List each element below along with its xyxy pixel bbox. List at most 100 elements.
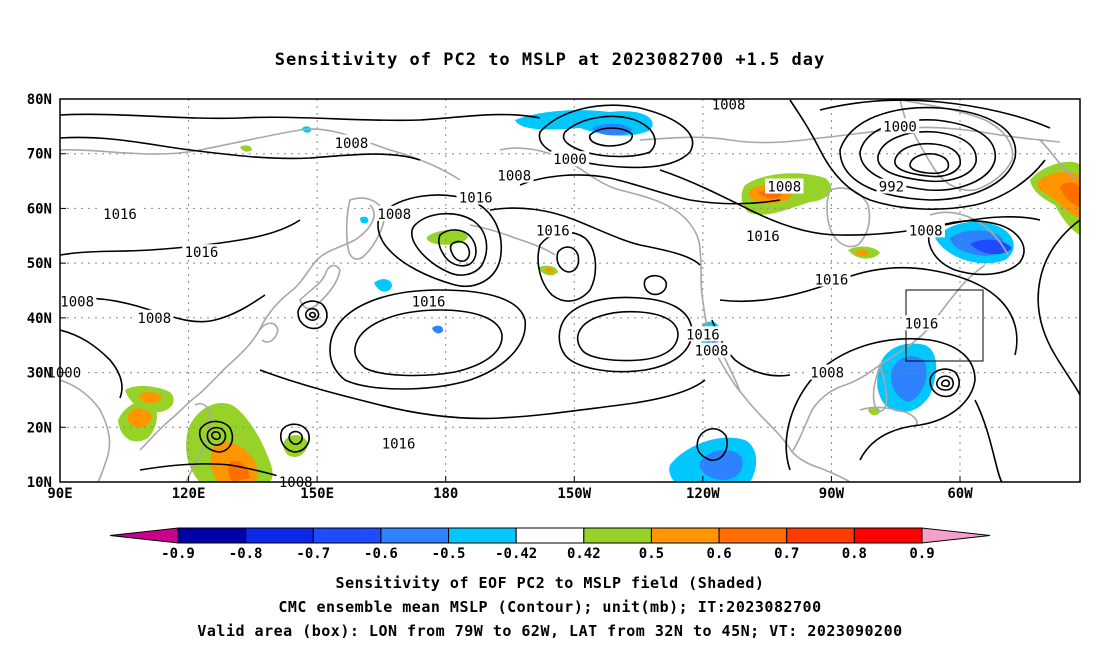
contour-label: 1016 — [382, 437, 416, 453]
contour-label: 1000 — [553, 152, 587, 168]
contour-aleutian-low-2 — [410, 212, 488, 276]
contour-1016-canada — [659, 169, 1041, 236]
contour-label-bg — [550, 151, 590, 167]
colorbar-label: -0.7 — [296, 546, 330, 562]
contour-label: 1008 — [279, 475, 313, 491]
colorbar-high-arrow — [921, 527, 991, 544]
coast-greenland — [898, 99, 1014, 192]
contour-typhoon-3 — [210, 431, 221, 441]
shade-neg-arctic-core — [592, 123, 632, 136]
contour-pacific-high-inner — [354, 309, 503, 377]
colorbar-segment — [312, 527, 382, 544]
contour-label: 1008 — [695, 344, 729, 360]
contour-japan-low-core — [308, 311, 317, 319]
lat-tick-label: 20N — [27, 420, 52, 436]
colorbar-label: -0.8 — [229, 546, 263, 562]
contour-label-bg — [902, 315, 941, 331]
shade-pos-atlantic-ne-red — [1060, 182, 1080, 208]
colorbar-label: -0.42 — [495, 546, 537, 562]
coast-asia-peninsula — [259, 322, 279, 343]
lat-tick-label: 30N — [27, 366, 52, 382]
colorbar-segment — [448, 527, 517, 544]
shade-pos-pacific-small-orange — [545, 268, 553, 273]
contour-atlantic-low-3 — [940, 379, 951, 388]
lon-tick-label: 90W — [819, 486, 845, 502]
shade-neg-atlantic-core — [890, 356, 927, 402]
contour-japan-low-outer — [297, 300, 328, 330]
contour-typhoon-1 — [198, 420, 234, 453]
footer-line-3: Valid area (box): LON from 79W to 62W, L… — [197, 622, 903, 640]
contour-atlantic-low-2 — [936, 375, 954, 391]
shade-pos-arctic-small — [240, 145, 252, 152]
colorbar-label: 0.5 — [639, 546, 664, 562]
contour-label: 1008 — [712, 97, 746, 113]
contour-label-bg — [692, 342, 731, 358]
map-frame — [59, 98, 1081, 483]
shade-neg-pacific-small1 — [374, 279, 392, 292]
shade-pos-southchina-orange — [139, 391, 162, 404]
contour-pacific-high-outer — [329, 289, 526, 390]
shade-neg-pacific-small2 — [432, 325, 444, 334]
contour-label: 1016 — [746, 229, 780, 245]
contour-label: 1008 — [60, 294, 94, 310]
colorbar-segment — [786, 527, 855, 544]
lon-tick-label: 150W — [557, 486, 591, 502]
colorbar-segment — [177, 527, 247, 544]
contour-aleutian-low-outer — [377, 194, 502, 287]
coast-japan — [299, 264, 341, 310]
lon-tick-label: 180 — [433, 486, 458, 502]
contour-1016-nepacific — [489, 207, 701, 266]
contour-1016-atlantic-east — [1037, 219, 1080, 396]
coast-gulf — [791, 264, 986, 453]
contour-label: 1008 — [497, 169, 531, 185]
contour-na-1016 — [719, 266, 1018, 356]
coast-europe — [1039, 139, 1080, 181]
contour-label-bg — [533, 222, 573, 238]
shade-pos-gulf-orange — [855, 250, 869, 256]
colorbar-segment — [718, 527, 788, 544]
contour-label-bg — [409, 293, 448, 309]
coast-alaska — [499, 147, 701, 251]
lat-tick-label: 60N — [27, 201, 52, 217]
contour-east-pacific-low — [696, 428, 728, 461]
contour-1016-asia — [60, 219, 301, 256]
colorbar: -0.9 -0.8 -0.7 -0.6 -0.5 -0.42 0.42 0.5 0.6 0.7 0.… — [109, 527, 991, 562]
contour-label-bg — [135, 309, 174, 325]
coast-kamchatka — [345, 197, 386, 260]
contour-label-bg — [765, 178, 804, 194]
lat-tick-label: 40N — [27, 311, 52, 327]
contour-label: 1000 — [47, 366, 81, 382]
contour-1008-north — [60, 113, 541, 122]
contour-pacific-low-2-inner — [288, 430, 303, 445]
colorbar-label: -0.5 — [432, 546, 466, 562]
contour-1016-north — [60, 136, 421, 161]
colorbar-low-arrow — [109, 527, 179, 544]
contour-label-bg — [709, 96, 748, 112]
contour-gulf-alaska-inner — [556, 246, 580, 273]
colorbar-label: 0.9 — [909, 546, 934, 562]
contour-1008-labrador — [928, 220, 1025, 276]
contour-label: 1016 — [185, 245, 219, 261]
contour-label-bg — [332, 134, 371, 150]
contour-label-bg — [743, 227, 783, 243]
contour-label-bg — [100, 205, 140, 221]
coast-na-west — [699, 249, 793, 453]
colorbar-label: -0.9 — [161, 546, 195, 562]
contour-label: 1008 — [335, 136, 369, 152]
map-axes: 90E 120E 150E 180 150W 120W 90W 60W 80N 70N 60N 50N… — [27, 92, 974, 502]
lat-tick-label: 10N — [27, 475, 52, 491]
shade-neg-tropical-east-pacific-core — [699, 450, 743, 480]
coast-central-america — [791, 451, 851, 482]
colorbar-segment — [245, 527, 314, 544]
shade-neg-asia-small — [360, 216, 369, 224]
colorbar-label: 0.42 — [567, 546, 601, 562]
coast-asia-east — [139, 204, 375, 451]
contour-label: 1008 — [909, 223, 943, 239]
contour-label: 1008 — [767, 180, 801, 196]
contour-label-bg — [807, 364, 847, 380]
contour-1016-subtropic — [259, 369, 706, 420]
contour-pacific-low-2 — [279, 423, 310, 453]
contour-1016-atlantic-south — [974, 399, 1003, 482]
